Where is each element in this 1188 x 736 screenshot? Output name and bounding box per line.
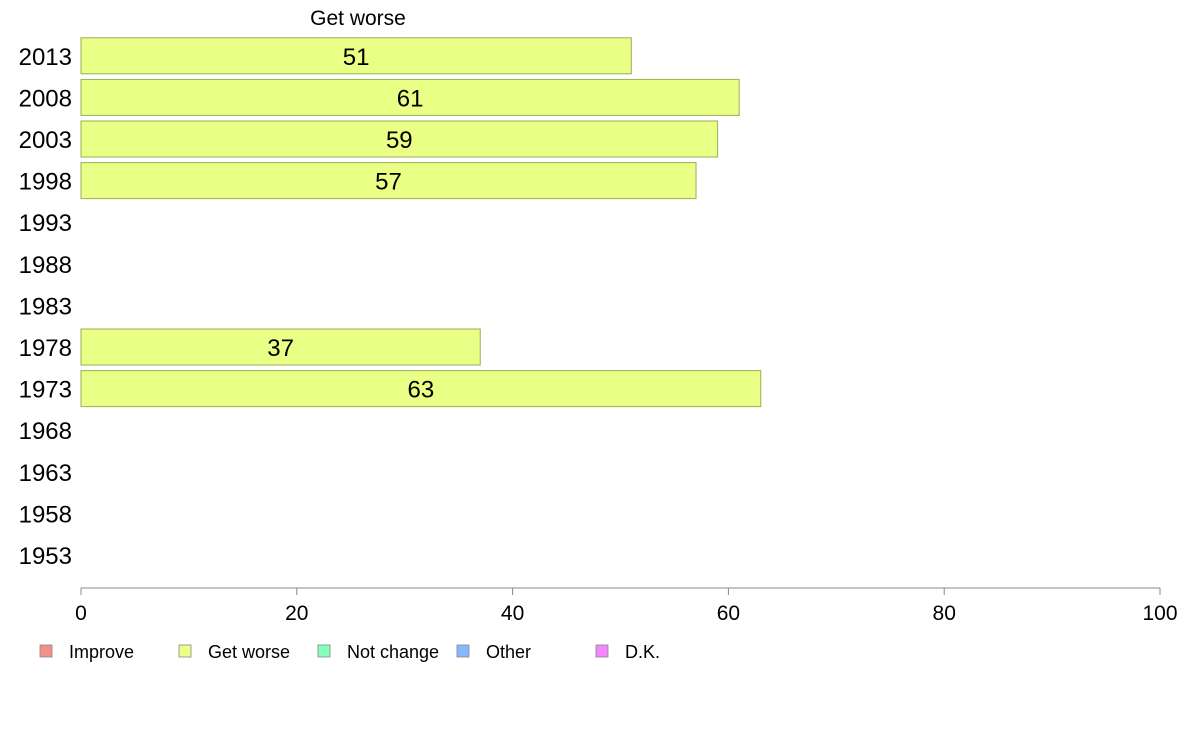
x-tick-label: 0: [75, 602, 87, 625]
bar: [80, 162, 697, 200]
y-tick-label: 1973: [19, 377, 72, 404]
data-label: 59: [386, 127, 413, 154]
x-tick-label: 20: [285, 602, 308, 625]
legend-swatch: [178, 644, 192, 658]
y-tick-label: 2003: [19, 127, 72, 154]
y-axis-labels: 2013 2008 2003 1998 1993 1988 1983 1978 1973 1968…: [19, 44, 72, 570]
y-tick-label: 1988: [19, 252, 72, 279]
data-label: 51: [343, 44, 370, 71]
y-tick-label: 1958: [19, 501, 72, 528]
y-tick-label: 1963: [19, 460, 72, 487]
legend-swatch: [317, 644, 331, 658]
legend: Improve Get worse Not change Other D.K.: [39, 642, 660, 662]
x-tick-label: 80: [933, 602, 956, 625]
x-tick-label: 40: [501, 602, 524, 625]
legend-label: Get worse: [208, 642, 290, 662]
y-tick-label: 1983: [19, 293, 72, 320]
y-tick-label: 1993: [19, 210, 72, 237]
y-tick-label: 2013: [19, 44, 72, 71]
y-tick-label: 1978: [19, 335, 72, 362]
chart-title: Get worse: [310, 7, 406, 30]
legend-label: Other: [486, 642, 531, 662]
data-label: 63: [408, 377, 435, 404]
x-tick-label: 100: [1142, 602, 1177, 625]
legend-swatch: [595, 644, 609, 658]
bar: [80, 120, 719, 158]
y-tick-label: 2008: [19, 85, 72, 112]
bars-group: 51 61 59 57 37 63: [80, 37, 762, 408]
x-axis: 0 20 40 60 80 100: [75, 587, 1178, 625]
y-tick-label: 1968: [19, 418, 72, 445]
bar: [80, 78, 740, 116]
y-tick-label: 1998: [19, 169, 72, 196]
data-label: 37: [267, 335, 294, 362]
y-tick-label: 1953: [19, 543, 72, 570]
bar: [80, 37, 632, 75]
legend-label: Improve: [69, 642, 134, 662]
bar: [80, 328, 481, 366]
data-label: 57: [375, 169, 402, 196]
bar: [80, 370, 762, 408]
x-tick-label: 60: [717, 602, 740, 625]
legend-swatch: [456, 644, 470, 658]
data-label: 61: [397, 85, 424, 112]
legend-label: Not change: [347, 642, 439, 662]
legend-swatch: [39, 644, 53, 658]
legend-label: D.K.: [625, 642, 660, 662]
